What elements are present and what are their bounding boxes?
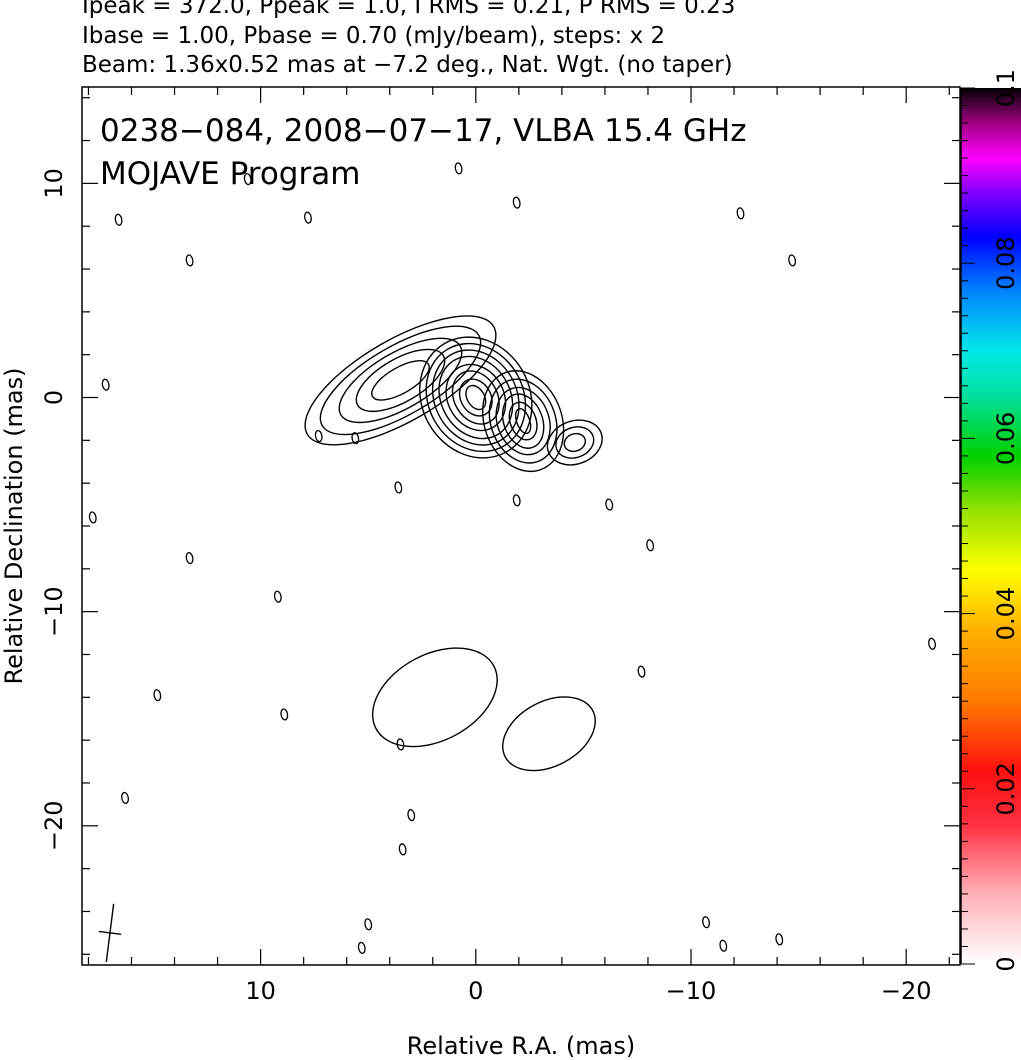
noise-contour	[398, 843, 407, 856]
noise-contour	[394, 481, 403, 494]
noise-contour	[637, 665, 646, 678]
jet-west-knot-2-contour	[563, 432, 587, 453]
x-axis-label: Relative R.A. (mas)	[407, 1032, 635, 1060]
chart-subtitle: MOJAVE Program	[100, 156, 360, 192]
colorbar	[961, 88, 1021, 964]
noise-contour	[351, 432, 360, 445]
y-axis-ticks: 10 0 −10 −20	[40, 97, 960, 955]
x-tick-label: −20	[881, 977, 932, 1005]
y-tick-label: −20	[40, 800, 68, 851]
jet-west-knot-1-contour	[508, 401, 538, 441]
noise-contour	[736, 207, 745, 220]
y-tick-label: −10	[40, 586, 68, 637]
x-tick-label: 10	[245, 977, 276, 1005]
core-contour	[458, 378, 493, 417]
contour-layer	[304, 315, 603, 772]
jet-west-knot-2-contour	[546, 419, 603, 466]
noise-contour	[273, 590, 282, 603]
jet-west-knot-1-contour	[501, 393, 545, 449]
colorbar-tick-label: 0.08	[992, 236, 1020, 289]
noise-contour	[88, 511, 97, 524]
colorbar-ticks: 0 0.02 0.04 0.06 0.08 0.1	[961, 69, 1020, 972]
x-axis-ticks: 10 0 −10 −20	[87, 87, 950, 1005]
core-contour	[438, 355, 514, 440]
beam-minor-axis	[98, 930, 122, 935]
jet-west-knot-2-contour	[555, 426, 595, 459]
noise-contour-layer	[88, 162, 936, 954]
noise-contour	[304, 211, 312, 224]
y-tick-label: 0	[40, 390, 68, 405]
noise-contour	[101, 378, 110, 391]
noise-contour	[153, 689, 162, 702]
core-contour	[445, 363, 507, 432]
colorbar-tick-label: 0	[992, 956, 1020, 971]
x-tick-label: −10	[666, 977, 717, 1005]
noise-contour	[121, 791, 129, 805]
lobe-east-contour	[371, 647, 498, 748]
noise-contour	[775, 933, 784, 946]
jet-east-blob-contour	[371, 360, 430, 401]
noise-contour	[185, 254, 194, 267]
noise-contour	[243, 172, 252, 186]
colorbar-tick-label: 0.04	[992, 587, 1020, 640]
jet-west-knot-1-contour	[495, 386, 551, 456]
noise-contour	[719, 939, 728, 952]
core-contour	[431, 349, 520, 446]
colorbar-tick-label: 0.06	[992, 412, 1020, 465]
noise-contour	[185, 552, 194, 565]
noise-contour	[646, 539, 655, 552]
jet-east-blob-contour	[304, 315, 497, 446]
jet-west-knot-1-contour	[514, 408, 532, 435]
y-axis-label: Relative Declination (mas)	[0, 367, 28, 684]
core-contour	[425, 342, 527, 453]
noise-contour	[407, 809, 416, 822]
noise-contour	[512, 494, 521, 507]
noise-contour	[605, 498, 614, 511]
jet-east-blob-contour	[355, 348, 446, 413]
y-tick-label: 10	[40, 168, 68, 199]
jet-east-blob-contour	[319, 325, 482, 436]
colorbar-tick-label: 0.02	[992, 762, 1020, 815]
noise-contour	[357, 941, 366, 954]
noise-contour	[114, 213, 123, 226]
colorbar-tick-label: 0.1	[992, 69, 1020, 107]
jet-west-knot-1-contour	[488, 378, 558, 464]
beam-marker	[98, 903, 122, 963]
noise-contour	[454, 162, 463, 175]
x-tick-label: 0	[468, 977, 483, 1005]
header-line-1: Ipeak = 372.0, Ppeak = 1.0, I RMS = 0.21…	[82, 0, 736, 19]
noise-contour	[928, 637, 936, 650]
noise-contour	[512, 196, 521, 209]
header-line-2: Ibase = 1.00, Pbase = 0.70 (mJy/beam), s…	[82, 23, 666, 49]
jet-west-knot-1-contour	[481, 370, 565, 473]
plot-frame	[81, 86, 961, 966]
noise-contour	[314, 429, 323, 443]
noise-contour	[788, 254, 797, 267]
header-line-3: Beam: 1.36x0.52 mas at −7.2 deg., Nat. W…	[82, 52, 733, 78]
noise-contour	[364, 918, 373, 931]
chart-title: 0238−084, 2008−07−17, VLBA 15.4 GHz	[100, 113, 746, 149]
jet-east-blob-contour	[338, 337, 463, 424]
noise-contour	[396, 738, 405, 751]
noise-contour	[280, 708, 289, 721]
noise-contour	[702, 916, 711, 929]
lobe-west-contour	[502, 696, 596, 772]
core-contour	[465, 384, 487, 411]
